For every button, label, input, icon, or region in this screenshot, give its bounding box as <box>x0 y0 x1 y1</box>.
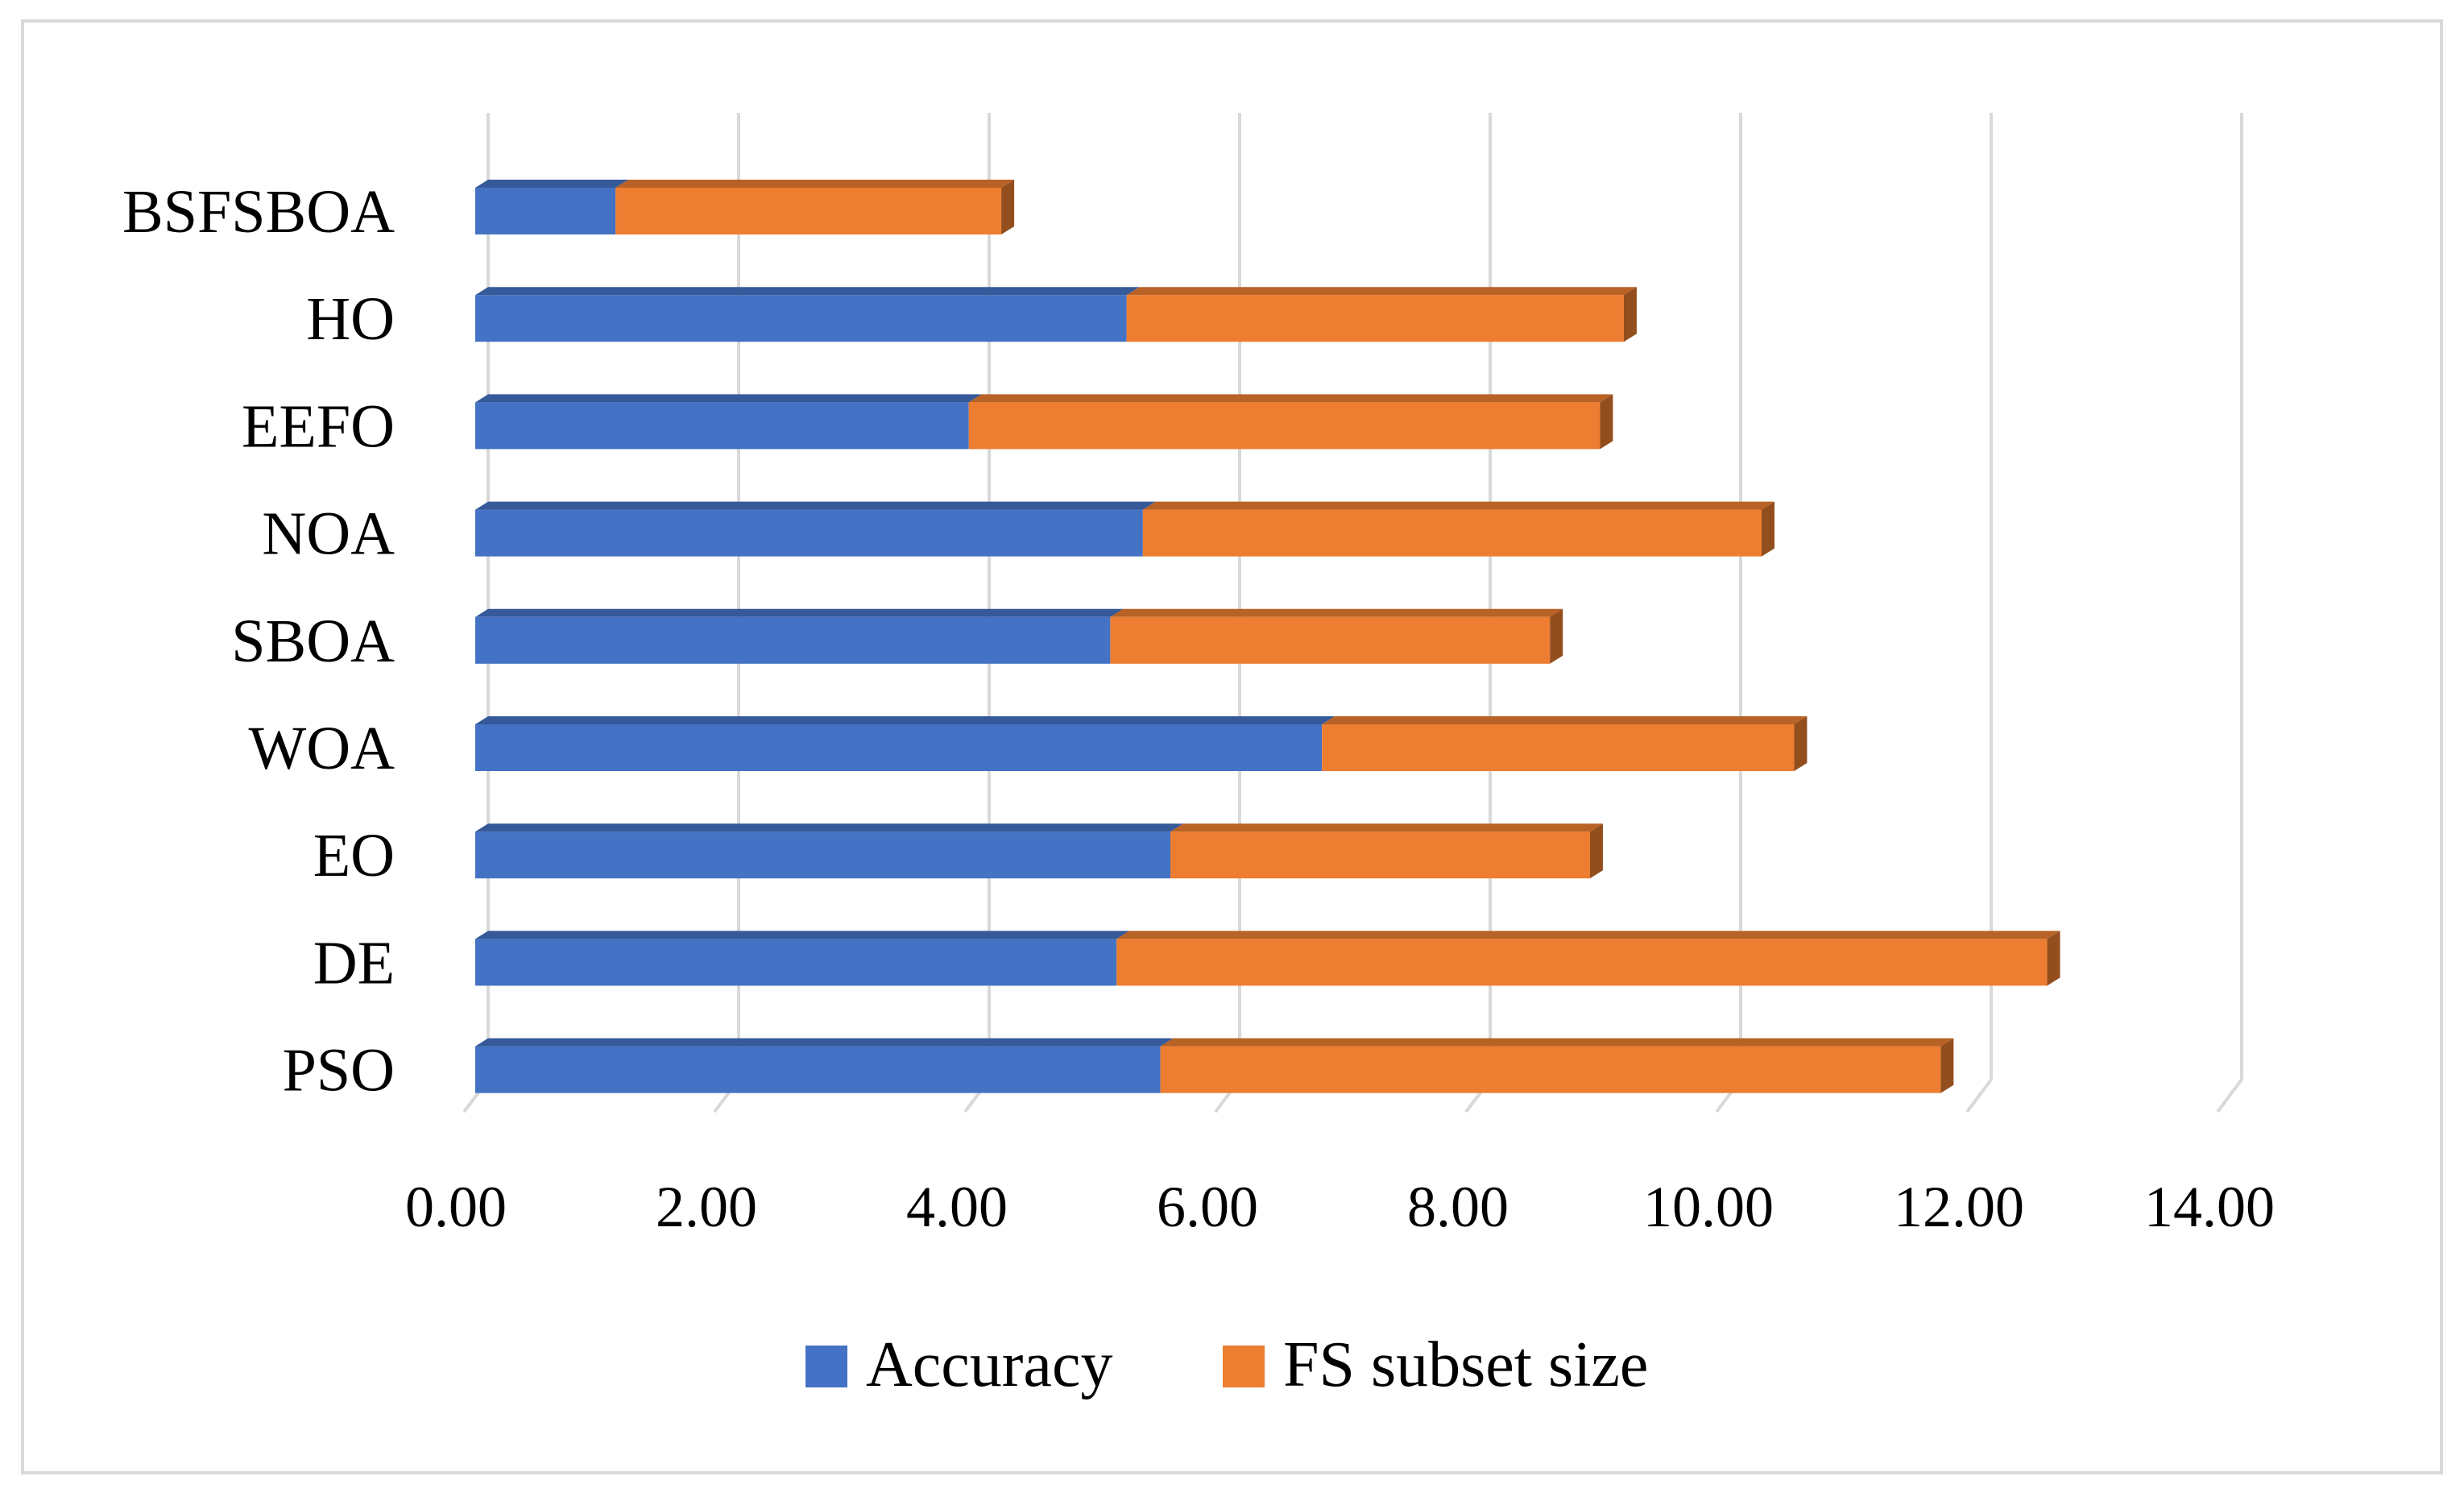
bar-fs-subset-size-eefo <box>968 394 1613 450</box>
bar-front-face <box>1170 831 1590 879</box>
bar-fs-subset-size-eo <box>1170 823 1603 879</box>
bar-side-face <box>1940 1038 1954 1093</box>
bar-side-face <box>1550 608 1563 664</box>
legend: Accuracy FS subset size <box>805 1329 1648 1400</box>
bar-front-face <box>1110 616 1551 664</box>
category-label-eefo: EEFO <box>242 392 395 460</box>
bar-fs-subset-size-sboa <box>1110 608 1563 664</box>
bars <box>475 180 2060 1093</box>
gridlines <box>462 113 2243 1113</box>
bar-accuracy-pso <box>475 1038 1174 1093</box>
bar-top-face <box>475 501 1156 510</box>
bar-accuracy-noa <box>475 501 1156 557</box>
bar-fs-subset-size-pso <box>1160 1038 1954 1093</box>
category-label-ho: HO <box>306 285 395 353</box>
bar-fs-subset-size-noa <box>1142 501 1774 557</box>
bar-accuracy-eefo <box>475 394 982 450</box>
bar-accuracy-sboa <box>475 608 1124 664</box>
bar-front-face <box>1322 724 1795 771</box>
x-tick-0-00: 0.00 <box>405 1175 507 1239</box>
x-tick-2-00: 2.00 <box>656 1175 757 1239</box>
bar-front-face <box>615 188 1002 234</box>
bar-top-face <box>475 716 1336 724</box>
bar-side-face <box>1623 287 1637 342</box>
bar-side-face <box>1794 716 1808 771</box>
bar-accuracy-eo <box>475 823 1184 879</box>
bar-top-face <box>615 180 1015 188</box>
category-label-pso: PSO <box>283 1037 395 1105</box>
bar-side-face <box>2047 931 2060 986</box>
floor-gridline-12-00 <box>1965 1078 1993 1113</box>
bar-front-face <box>475 831 1171 879</box>
category-label-woa: WOA <box>248 715 395 782</box>
bar-front-face <box>475 1046 1161 1093</box>
x-tick-14-00: 14.00 <box>2144 1175 2275 1239</box>
bar-side-face <box>1001 180 1015 234</box>
bar-front-face <box>1116 939 2048 986</box>
bar-side-face <box>1761 501 1774 557</box>
bar-accuracy-bsfsboa <box>475 180 629 234</box>
legend-label-fs-subset-size: FS subset size <box>1283 1329 1648 1400</box>
bar-top-face <box>968 394 1613 403</box>
bar-top-face <box>1116 931 2060 939</box>
bar-top-face <box>1170 823 1603 832</box>
bar-front-face <box>1142 509 1762 557</box>
bar-fs-subset-size-bsfsboa <box>615 180 1015 234</box>
bar-top-face <box>1160 1038 1954 1047</box>
bar-top-face <box>1142 501 1774 510</box>
legend-swatch-accuracy <box>805 1346 847 1387</box>
x-tick-6-00: 6.00 <box>1157 1175 1258 1239</box>
category-label-sboa: SBOA <box>231 608 395 675</box>
bar-top-face <box>475 1038 1174 1047</box>
x-tick-10-00: 10.00 <box>1643 1175 1774 1239</box>
x-tick-4-00: 4.00 <box>906 1175 1008 1239</box>
bar-top-face <box>475 931 1130 939</box>
category-label-noa: NOA <box>262 500 395 568</box>
legend-label-accuracy: Accuracy <box>866 1329 1112 1400</box>
bar-front-face <box>475 616 1111 664</box>
bar-side-face <box>1600 394 1613 450</box>
bar-front-face <box>475 939 1117 986</box>
bar-top-face <box>1322 716 1808 724</box>
bar-top-face <box>1126 287 1637 296</box>
bar-side-face <box>1589 823 1603 879</box>
bar-front-face <box>1160 1046 1941 1093</box>
category-label-eo: EO <box>313 822 395 889</box>
bar-fs-subset-size-woa <box>1322 716 1808 771</box>
bar-top-face <box>1110 608 1563 617</box>
category-label-de: DE <box>313 929 395 997</box>
bar-accuracy-ho <box>475 287 1140 342</box>
category-label-bsfsboa: BSFSBOA <box>122 178 395 246</box>
bar-accuracy-de <box>475 931 1130 986</box>
x-tick-12-00: 12.00 <box>1894 1175 2024 1239</box>
bar-front-face <box>475 295 1127 342</box>
bar-fs-subset-size-de <box>1116 931 2060 986</box>
bar-top-face <box>475 608 1124 617</box>
floor-gridline-14-00 <box>2216 1078 2243 1113</box>
bar-front-face <box>475 724 1323 771</box>
x-tick-8-00: 8.00 <box>1407 1175 1509 1239</box>
bar-top-face <box>475 394 982 403</box>
bar-front-face <box>475 509 1143 557</box>
category-labels: BSFSBOA HO EEFO NOA SBOA WOA EO DE PSO <box>122 178 395 1105</box>
bar-top-face <box>475 823 1184 832</box>
bar-accuracy-woa <box>475 716 1336 771</box>
bar-fs-subset-size-ho <box>1126 287 1637 342</box>
legend-swatch-fs-subset-size <box>1223 1346 1265 1387</box>
bar-front-face <box>1126 295 1624 342</box>
bar-top-face <box>475 287 1140 296</box>
bar-front-face <box>475 402 969 450</box>
bar-top-face <box>475 180 629 188</box>
x-tick-labels: 0.00 2.00 4.00 6.00 8.00 10.00 12.00 14.00 <box>405 1175 2275 1239</box>
bar-front-face <box>968 402 1601 450</box>
bar-front-face <box>475 188 616 234</box>
